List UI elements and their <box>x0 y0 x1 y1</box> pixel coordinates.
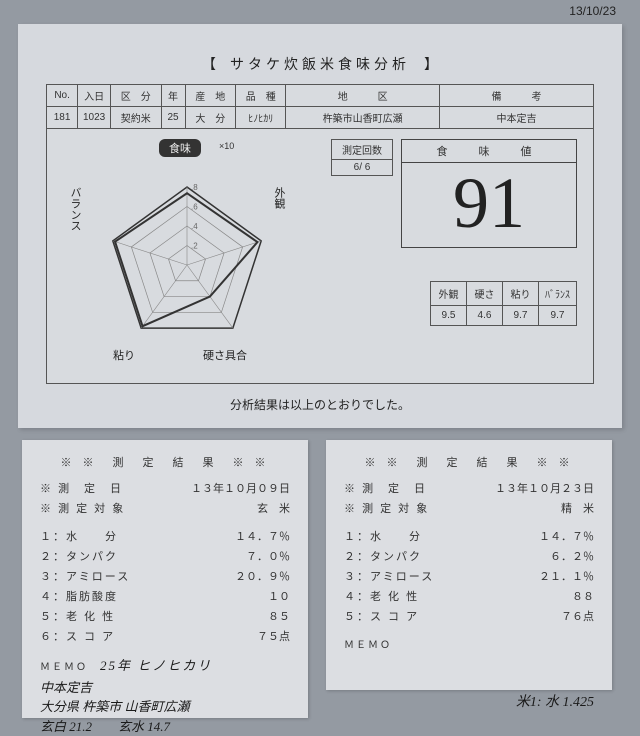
report-title: サタケ炊飯米食味分析 <box>230 56 410 72</box>
taste-score-box: 食 味 値 91 <box>401 139 577 248</box>
analysis-report-sheet: 【 サタケ炊飯米食味分析 】 No.入日区 分年産 地品 種地 区備 考 181… <box>18 24 622 428</box>
axis-balance: バランス <box>67 187 131 234</box>
receipt-title: ※ ※ 測 定 結 果 ※ ※ <box>40 454 290 470</box>
radar-scale: ×10 <box>219 141 234 151</box>
axis-appearance: 外観 <box>271 187 303 212</box>
header-col: 入日 <box>78 85 111 107</box>
sub-header: ﾊﾞﾗﾝｽ <box>539 282 577 306</box>
svg-text:.8: .8 <box>191 183 198 192</box>
sub-value: 4.6 <box>467 306 503 326</box>
report-frame: No.入日区 分年産 地品 種地 区備 考 1811023契約米25大 分ﾋﾉﾋ… <box>46 84 594 384</box>
receipt-data-row: ２：タンパク６．２％ <box>344 546 594 566</box>
receipt-right: ※ ※ 測 定 結 果 ※ ※ ※ 測 定 日１３年１０月２３日 ※ 測 定 対… <box>326 440 612 690</box>
receipt-title: ※ ※ 測 定 結 果 ※ ※ <box>344 454 594 470</box>
sample-header-table: No.入日区 分年産 地品 種地 区備 考 1811023契約米25大 分ﾋﾉﾋ… <box>47 85 593 129</box>
receipt-data-row: ３：アミロース２０．９％ <box>40 566 290 586</box>
sub-header: 粘り <box>503 282 539 306</box>
report-date: 13/10/23 <box>569 4 616 18</box>
receipt-left: ※ ※ 測 定 結 果 ※ ※ ※ 測 定 日１３年１０月０９日 ※ 測 定 対… <box>22 440 308 718</box>
receipt-date: １３年１０月２３日 <box>495 480 594 496</box>
measurement-label: 測定回数 <box>332 140 392 159</box>
header-val: 1023 <box>78 107 111 129</box>
radar-title: 食味 <box>159 139 201 157</box>
receipt-data-row: ４：老 化 性８８ <box>344 586 594 606</box>
sub-header: 外観 <box>431 282 467 306</box>
header-col: 品 種 <box>236 85 286 107</box>
receipt-target: 玄 米 <box>257 500 290 516</box>
receipt-data-row: ６：ス コ ア７５点 <box>40 626 290 646</box>
header-col: 年 <box>161 85 185 107</box>
receipt-data-row: １：水 分１４．７％ <box>40 526 290 546</box>
header-val: 大 分 <box>185 107 235 129</box>
receipt-data-row: １：水 分１４．７％ <box>344 526 594 546</box>
receipt-data-row: ２：タンパク７．０％ <box>40 546 290 566</box>
taste-score-label: 食 味 値 <box>402 140 576 163</box>
svg-text:.2: .2 <box>191 242 198 251</box>
svg-text:.4: .4 <box>191 222 198 231</box>
header-val: ﾋﾉﾋｶﾘ <box>236 107 286 129</box>
sub-value: 9.5 <box>431 306 467 326</box>
receipt-data-row: ４：脂肪酸度１０ <box>40 586 290 606</box>
receipt-data-row: ５：ス コ ア７６点 <box>344 606 594 626</box>
radar-chart: 食味 ×10 .2 .4 .6 .8 外観 硬さ具合 粘り バランス <box>67 137 307 377</box>
header-col: 区 分 <box>111 85 161 107</box>
svg-text:.6: .6 <box>191 203 198 212</box>
receipt-data-row: ５：老 化 性８５ <box>40 606 290 626</box>
header-val: 25 <box>161 107 185 129</box>
axis-stickiness: 粘り <box>113 347 135 363</box>
header-val: 契約米 <box>111 107 161 129</box>
report-title-row: 【 サタケ炊飯米食味分析 】 <box>18 54 622 74</box>
handwritten-ratio: 米1: 水 1.425 <box>344 691 594 711</box>
sub-value: 9.7 <box>503 306 539 326</box>
header-col: 産 地 <box>185 85 235 107</box>
sub-header: 硬さ <box>467 282 503 306</box>
conclusion-text: 分析結果は以上のとおりでした。 <box>18 396 622 413</box>
taste-score-value: 91 <box>402 163 576 247</box>
header-col: 備 考 <box>439 85 593 107</box>
axis-hardness: 硬さ具合 <box>203 347 247 363</box>
memo-label: ＭＥＭＯ 25年 ヒノヒカリ <box>40 656 290 676</box>
receipt-data-row: ３：アミロース２１．１％ <box>344 566 594 586</box>
header-val: 181 <box>47 107 78 129</box>
memo-label: ＭＥＭＯ <box>344 636 594 651</box>
sub-score-table: 外観硬さ粘りﾊﾞﾗﾝｽ 9.54.69.79.7 <box>430 281 577 326</box>
receipt-date: １３年１０月０９日 <box>191 480 290 496</box>
header-col: No. <box>47 85 78 107</box>
header-val: 中本定吉 <box>439 107 593 129</box>
handwritten-notes: 中本定吉 大分県 杵築市 山香町広瀬 玄白 21.2 玄水 14.7 <box>40 678 290 736</box>
receipt-target: 精 米 <box>561 500 594 516</box>
header-val: 杵築市山香町広瀬 <box>286 107 439 129</box>
measurement-count-box: 測定回数 6/ 6 <box>331 139 393 176</box>
measurement-value: 6/ 6 <box>332 159 392 175</box>
sub-value: 9.7 <box>539 306 577 326</box>
header-col: 地 区 <box>286 85 439 107</box>
